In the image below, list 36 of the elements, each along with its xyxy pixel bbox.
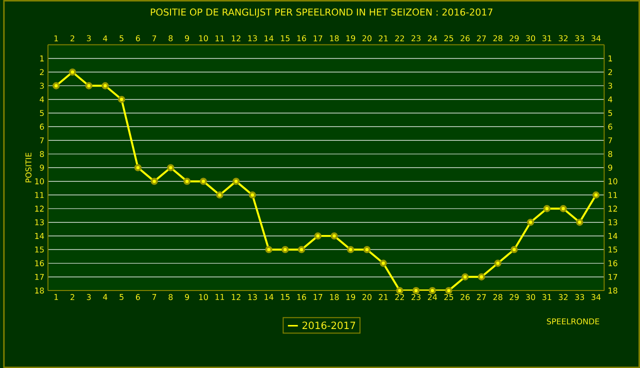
point: [265, 246, 272, 254]
point: [543, 204, 550, 212]
point: [592, 191, 600, 198]
point: [216, 191, 224, 198]
point: [560, 204, 567, 212]
point: [118, 96, 126, 103]
point: [68, 68, 76, 76]
point: [232, 178, 240, 185]
point: [102, 82, 109, 90]
point: [134, 164, 142, 172]
point: [347, 246, 354, 254]
point: [330, 232, 338, 240]
point: [298, 246, 306, 254]
point: [576, 218, 584, 226]
legend-label: 2016-2017: [302, 322, 356, 330]
point: [52, 82, 60, 90]
point: [428, 286, 436, 294]
point: [200, 178, 207, 185]
point: [183, 178, 191, 185]
point: [282, 246, 289, 254]
chart-title: POSITIE OP DE RANGLIJST PER SPEELROND IN HET SEIZOEN : 2016-2017: [150, 8, 492, 18]
point: [85, 82, 92, 90]
point: [150, 178, 158, 185]
point: [412, 286, 420, 294]
point: [314, 232, 322, 240]
point: [445, 286, 452, 294]
point: [167, 164, 174, 172]
point: [510, 246, 518, 254]
point: [494, 260, 502, 267]
point: [396, 286, 404, 294]
point: [363, 246, 371, 254]
point: [380, 260, 387, 267]
point: [462, 273, 469, 280]
point: [478, 273, 486, 280]
point: [526, 218, 534, 226]
point: [248, 191, 256, 198]
